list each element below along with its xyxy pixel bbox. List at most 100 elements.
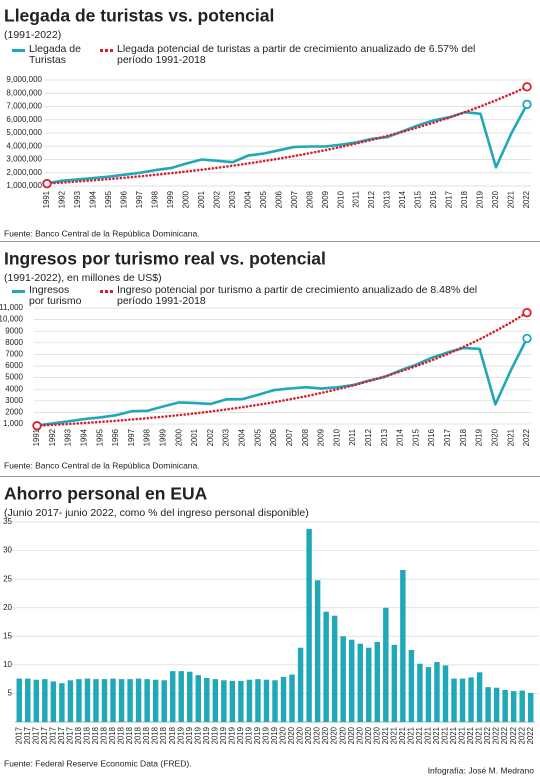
x-tick-label: 2017 <box>65 727 74 744</box>
x-tick-label: 2018 <box>125 727 134 744</box>
bar <box>144 679 150 722</box>
x-tick-label: 2022 <box>522 429 531 446</box>
x-tick-label: 2015 <box>414 190 423 208</box>
bar <box>442 665 449 722</box>
chart-subtitle: (1991-2022) <box>4 29 61 41</box>
bar <box>246 679 253 722</box>
bar <box>221 680 227 722</box>
legend-label: Ingresos por turismo <box>29 284 82 307</box>
x-tick-label: 2006 <box>269 429 278 446</box>
bar <box>187 671 193 722</box>
x-tick-label: 2012 <box>367 191 376 208</box>
x-tick-label: 1994 <box>79 428 88 446</box>
x-tick-label: 2019 <box>476 191 485 208</box>
bar <box>434 662 440 722</box>
y-tick-label: 7000 <box>5 350 23 359</box>
x-tick-label: 2021 <box>507 191 516 208</box>
bar <box>314 580 321 722</box>
legend-label: Llegada potencial de turistas a partir d… <box>117 43 476 66</box>
y-tick-label: 5 <box>8 689 13 698</box>
bar <box>374 642 381 722</box>
x-tick-label: 2019 <box>219 727 228 744</box>
x-tick-label: 2022 <box>500 727 509 744</box>
bar <box>255 679 261 722</box>
bar <box>33 679 40 722</box>
y-tick-label: 6000 <box>5 361 23 370</box>
x-tick-label: 2018 <box>151 727 160 744</box>
y-tick-label: 15 <box>3 631 12 640</box>
x-tick-label: 2020 <box>279 726 288 744</box>
chart-title: Ahorro personal en EUA <box>4 484 208 504</box>
x-tick-label: 2019 <box>253 727 262 744</box>
x-tick-label: 2014 <box>396 428 405 446</box>
x-tick-label: 1997 <box>127 429 136 446</box>
x-tick-label: 2020 <box>491 190 500 208</box>
y-tick-label: 5000 <box>5 373 23 382</box>
x-tick-label: 2022 <box>517 727 526 744</box>
legend-item: Llegada potencial de turistas a partir d… <box>100 44 500 66</box>
x-tick-label: 2012 <box>364 429 373 446</box>
x-tick-label: 2010 <box>336 190 345 208</box>
bar <box>59 683 65 722</box>
bar <box>16 678 22 722</box>
legend-item: Llegada de Turistas <box>12 44 82 66</box>
bar <box>135 678 142 722</box>
x-tick-label: 2020 <box>355 726 364 744</box>
bar <box>238 680 244 722</box>
x-tick-label: 2002 <box>206 429 215 446</box>
bar <box>425 667 432 722</box>
y-tick-label: 10 <box>3 660 12 669</box>
bar <box>297 647 304 722</box>
y-tick-label: 4000 <box>5 384 23 393</box>
y-tick-label: 35 <box>3 517 12 526</box>
y-tick-label: 3000 <box>5 396 23 405</box>
x-tick-label: 2010 <box>332 428 341 446</box>
x-tick-label: 1992 <box>48 429 57 446</box>
x-tick-label: 2000 <box>181 190 190 208</box>
x-tick-label: 2008 <box>305 191 314 208</box>
x-tick-label: 2017 <box>443 429 452 446</box>
bar <box>152 679 159 722</box>
x-tick-label: 2014 <box>398 190 407 208</box>
x-tick-label: 1999 <box>159 429 168 446</box>
x-tick-label: 2020 <box>347 726 356 744</box>
x-tick-label: 2006 <box>274 191 283 208</box>
x-tick-label: 2020 <box>338 726 347 744</box>
x-tick-label: 2020 <box>364 726 373 744</box>
legend-swatch <box>12 290 25 293</box>
y-tick-label: 10,000 <box>0 315 24 324</box>
bar <box>118 679 125 722</box>
bar <box>76 679 82 722</box>
bar <box>510 691 517 722</box>
x-tick-label: 2019 <box>236 727 245 744</box>
y-tick-label: 2000 <box>5 408 23 417</box>
bar <box>229 680 236 722</box>
x-tick-label: 1997 <box>135 191 144 208</box>
x-tick-label: 2019 <box>185 727 194 744</box>
x-tick-label: 2019 <box>193 727 202 744</box>
x-tick-label: 2016 <box>427 429 436 446</box>
x-tick-label: 2022 <box>509 727 518 744</box>
bar <box>400 570 406 722</box>
bar <box>84 678 91 722</box>
x-tick-label: 2003 <box>222 429 231 446</box>
x-tick-label: 2020 <box>330 726 339 744</box>
y-tick-label: 7,000,000 <box>6 102 42 111</box>
bar <box>204 678 210 722</box>
end-marker <box>522 82 532 92</box>
x-tick-label: 2019 <box>202 727 211 744</box>
x-tick-label: 2002 <box>212 191 221 208</box>
bar <box>468 677 474 722</box>
x-tick-label: 1995 <box>104 190 113 208</box>
x-tick-label: 1994 <box>89 190 98 208</box>
bar <box>195 675 202 722</box>
x-tick-label: 2019 <box>210 727 219 744</box>
legend-swatch <box>100 49 113 52</box>
bar <box>493 687 500 722</box>
y-tick-label: 5,000,000 <box>6 128 42 137</box>
chart-source: Fuente: Banco Central de la República Do… <box>4 460 200 470</box>
bar <box>169 671 176 722</box>
bar <box>331 615 338 722</box>
series-line <box>35 337 529 427</box>
